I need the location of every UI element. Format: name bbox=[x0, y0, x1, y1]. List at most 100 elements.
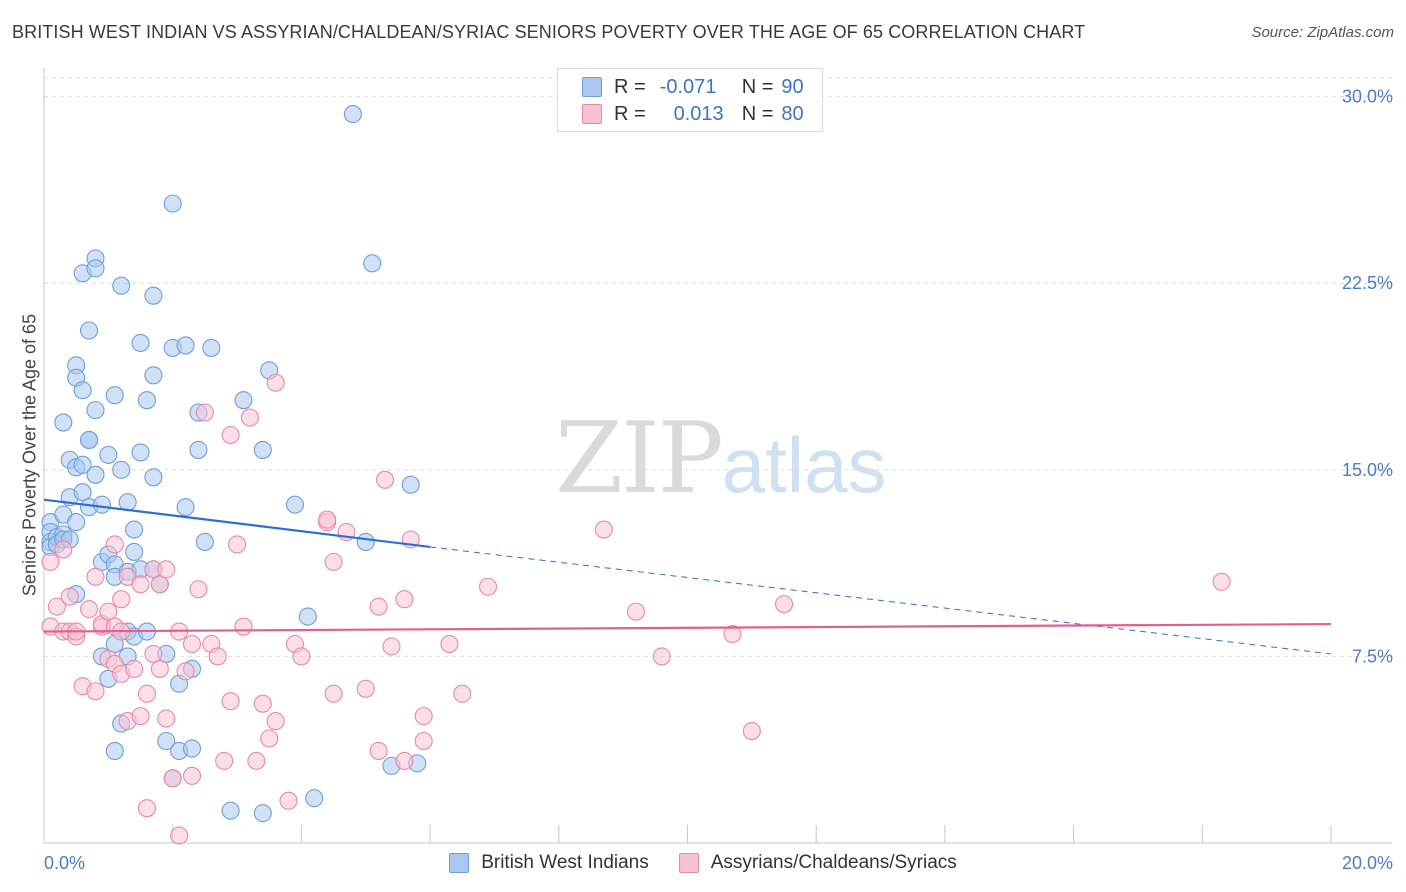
point-british-west-indians bbox=[253, 440, 272, 459]
point-british-west-indians bbox=[202, 338, 221, 357]
point-assyrians bbox=[440, 634, 459, 654]
point-assyrians bbox=[742, 721, 761, 741]
point-assyrians bbox=[395, 751, 414, 770]
point-assyrians bbox=[414, 731, 433, 751]
point-assyrians bbox=[234, 617, 253, 636]
legend-n-value: 80 bbox=[781, 102, 804, 125]
point-assyrians bbox=[215, 751, 234, 770]
point-assyrians bbox=[195, 403, 214, 422]
point-british-west-indians bbox=[343, 105, 362, 124]
point-assyrians bbox=[221, 425, 240, 445]
point-assyrians bbox=[105, 535, 124, 554]
point-assyrians bbox=[376, 470, 395, 489]
point-british-west-indians bbox=[73, 483, 92, 502]
point-british-west-indians bbox=[163, 194, 182, 213]
point-assyrians bbox=[86, 682, 105, 701]
point-british-west-indians bbox=[99, 445, 118, 464]
point-assyrians bbox=[266, 373, 285, 392]
point-assyrians bbox=[170, 826, 189, 845]
point-british-west-indians bbox=[144, 286, 163, 305]
axes bbox=[43, 68, 1392, 844]
point-assyrians bbox=[356, 679, 375, 698]
point-british-west-indians bbox=[86, 401, 105, 420]
point-assyrians bbox=[150, 575, 169, 594]
series-legend-swatch-pink bbox=[678, 853, 699, 873]
point-assyrians bbox=[112, 590, 131, 609]
point-british-west-indians bbox=[253, 804, 272, 823]
point-assyrians bbox=[324, 552, 343, 571]
y-tick-label: 15.0% bbox=[1342, 460, 1393, 480]
legend-row-assyrians: R = 0.013 N = 80 bbox=[582, 101, 804, 127]
series-legend-label: Assyrians/Chaldeans/Syriacs bbox=[710, 852, 957, 873]
point-assyrians bbox=[369, 597, 388, 616]
series-legend-swatch-blue bbox=[449, 853, 470, 873]
legend-r-value: -0.071 bbox=[659, 75, 717, 98]
correlation-legend: R = -0.071 N = 90 R = 0.013 N = 80 bbox=[557, 68, 823, 132]
point-assyrians bbox=[723, 624, 742, 644]
point-british-west-indians bbox=[54, 413, 73, 432]
y-tick-label: 30.0% bbox=[1342, 87, 1393, 107]
trend-lines bbox=[43, 498, 1332, 655]
point-assyrians bbox=[478, 577, 498, 596]
point-british-west-indians bbox=[401, 475, 420, 494]
legend-swatch-blue bbox=[582, 77, 602, 97]
point-assyrians bbox=[47, 597, 66, 616]
point-british-west-indians bbox=[67, 513, 86, 532]
point-assyrians bbox=[131, 575, 150, 594]
point-british-west-indians bbox=[356, 532, 375, 552]
point-british-west-indians bbox=[298, 607, 317, 626]
point-assyrians bbox=[125, 659, 144, 678]
point-british-west-indians bbox=[79, 321, 99, 340]
point-british-west-indians bbox=[176, 336, 195, 355]
point-assyrians bbox=[157, 709, 176, 728]
point-assyrians bbox=[247, 751, 266, 770]
series-assyrians bbox=[41, 373, 1231, 845]
point-assyrians bbox=[324, 684, 343, 703]
point-assyrians bbox=[163, 769, 182, 788]
point-assyrians bbox=[137, 799, 157, 818]
tick-labels: 7.5% 15.0% 22.5% 30.0% 0.0% 20.0% bbox=[44, 87, 1393, 873]
point-british-west-indians bbox=[73, 455, 92, 474]
point-assyrians bbox=[453, 684, 472, 703]
grid-lines bbox=[44, 77, 1392, 657]
point-assyrians bbox=[182, 766, 202, 785]
point-british-west-indians bbox=[86, 259, 105, 278]
point-assyrians bbox=[157, 560, 176, 579]
series-legend-british-west-indians: British West Indians bbox=[449, 852, 649, 874]
point-assyrians bbox=[54, 540, 73, 559]
point-assyrians bbox=[99, 602, 118, 621]
point-british-west-indians bbox=[105, 386, 124, 405]
point-assyrians bbox=[208, 647, 227, 666]
point-british-west-indians bbox=[176, 498, 195, 517]
point-british-west-indians bbox=[125, 542, 144, 561]
point-assyrians bbox=[260, 729, 279, 748]
point-british-west-indians bbox=[105, 741, 124, 761]
series-legend-label: British West Indians bbox=[481, 852, 649, 873]
point-british-west-indians bbox=[125, 520, 144, 539]
point-assyrians bbox=[144, 644, 163, 663]
point-assyrians bbox=[652, 647, 671, 666]
point-british-west-indians bbox=[221, 801, 240, 820]
point-british-west-indians bbox=[112, 276, 131, 295]
point-british-west-indians bbox=[137, 391, 157, 410]
point-assyrians bbox=[150, 659, 169, 678]
point-assyrians bbox=[41, 552, 60, 571]
point-assyrians bbox=[221, 692, 240, 711]
point-assyrians bbox=[369, 741, 388, 761]
point-assyrians bbox=[253, 694, 272, 713]
point-british-west-indians bbox=[157, 731, 176, 751]
watermark-zip: ZIP bbox=[555, 402, 724, 516]
x-tick-label: 20.0% bbox=[1342, 853, 1393, 873]
point-british-west-indians bbox=[86, 465, 105, 484]
point-british-west-indians bbox=[131, 333, 150, 353]
point-british-west-indians bbox=[131, 443, 150, 462]
point-assyrians bbox=[86, 567, 105, 586]
point-assyrians bbox=[240, 408, 259, 427]
legend-r-label: R = bbox=[614, 102, 646, 125]
series-legend: British West Indians Assyrians/Chaldeans… bbox=[0, 852, 1406, 874]
point-assyrians bbox=[228, 535, 247, 554]
point-assyrians bbox=[414, 707, 433, 726]
point-british-west-indians bbox=[112, 460, 131, 479]
point-assyrians bbox=[1212, 572, 1231, 591]
